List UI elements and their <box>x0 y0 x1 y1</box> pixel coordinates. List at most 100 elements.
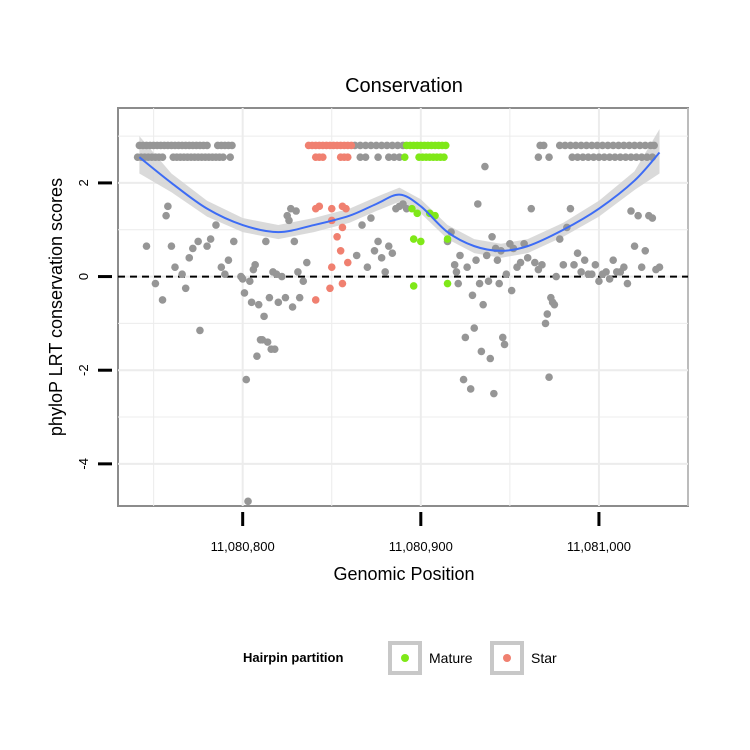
point-other <box>634 211 642 220</box>
point-other <box>393 141 402 150</box>
point-other <box>582 141 591 150</box>
point-other <box>468 291 477 300</box>
point-other <box>219 153 227 161</box>
point-other <box>566 204 575 213</box>
point-other <box>372 141 381 150</box>
point-other <box>167 242 176 250</box>
point-other <box>588 270 596 279</box>
point-other <box>262 237 270 246</box>
grid-lines <box>118 108 689 506</box>
point-other <box>370 247 379 255</box>
point-other <box>263 338 272 346</box>
legend-title: Hairpin partition <box>243 650 343 665</box>
point-other <box>278 272 286 281</box>
point-other <box>356 141 365 150</box>
point-other <box>630 141 639 150</box>
point-other <box>479 300 487 309</box>
point-other <box>493 256 502 264</box>
point-other <box>543 310 552 318</box>
point-star <box>333 232 341 241</box>
point-other <box>367 141 375 150</box>
point-other <box>229 237 238 246</box>
point-other <box>303 258 311 267</box>
point-star <box>342 204 350 213</box>
point-other <box>630 242 639 250</box>
point-other <box>388 249 397 257</box>
point-other <box>294 268 302 276</box>
point-other <box>616 153 625 161</box>
point-other <box>498 333 507 342</box>
point-other <box>251 261 259 269</box>
point-other <box>475 279 484 288</box>
point-other <box>637 153 646 161</box>
point-other <box>609 141 617 150</box>
point-other <box>185 254 194 262</box>
point-other <box>605 153 614 161</box>
point-mature <box>417 237 425 246</box>
point-other <box>604 141 612 150</box>
point-other <box>507 286 516 295</box>
point-other <box>171 263 179 272</box>
point-other <box>246 277 254 286</box>
point-other <box>620 141 628 150</box>
point-other <box>605 275 614 283</box>
point-other <box>459 375 468 384</box>
point-other <box>545 373 553 382</box>
point-other <box>142 242 151 250</box>
x-tick-label: 11,080,800 <box>211 539 275 554</box>
point-star <box>343 258 352 267</box>
point-other <box>527 204 536 213</box>
point-other <box>454 279 463 288</box>
point-star <box>347 141 356 150</box>
point-other <box>402 204 411 213</box>
point-star <box>326 284 334 293</box>
point-other <box>242 375 251 384</box>
point-star <box>338 223 347 232</box>
point-mature <box>440 153 448 161</box>
point-star <box>338 279 347 288</box>
point-other <box>620 263 628 272</box>
point-other <box>452 268 461 276</box>
point-other <box>352 251 361 260</box>
point-other <box>374 237 382 246</box>
smooth-line-layer <box>138 151 661 252</box>
point-other <box>299 277 308 286</box>
point-star <box>327 204 336 213</box>
point-other <box>189 244 197 253</box>
point-other <box>500 340 509 349</box>
point-other <box>374 153 382 161</box>
point-other <box>595 277 603 286</box>
axes-layer: 11,080,800 11,080,900 11,081,000 -4 -2 0 2 <box>76 179 631 554</box>
point-other <box>470 324 479 332</box>
point-other <box>598 141 607 150</box>
point-other <box>358 221 366 229</box>
point-other <box>472 256 480 264</box>
point-other <box>162 211 170 220</box>
point-other <box>627 153 635 161</box>
point-other <box>260 312 268 321</box>
point-star <box>327 263 336 272</box>
point-other <box>602 268 610 276</box>
point-other <box>531 258 539 267</box>
point-other <box>625 141 634 150</box>
point-other <box>650 141 658 150</box>
point-other <box>381 268 389 276</box>
point-other <box>579 153 587 161</box>
smooth-line <box>138 151 661 252</box>
point-other <box>281 293 290 302</box>
y-tick-label: -4 <box>76 458 91 470</box>
point-other <box>484 277 493 286</box>
point-other <box>550 300 559 309</box>
point-other <box>206 235 215 243</box>
point-star <box>343 153 352 161</box>
point-other <box>274 298 283 307</box>
point-other <box>632 153 641 161</box>
point-other <box>178 270 186 279</box>
point-other <box>158 296 167 304</box>
point-other <box>627 207 635 215</box>
confidence-band <box>139 129 660 258</box>
point-other <box>221 270 229 279</box>
point-other <box>238 275 247 283</box>
y-tick-label: 0 <box>76 273 91 280</box>
